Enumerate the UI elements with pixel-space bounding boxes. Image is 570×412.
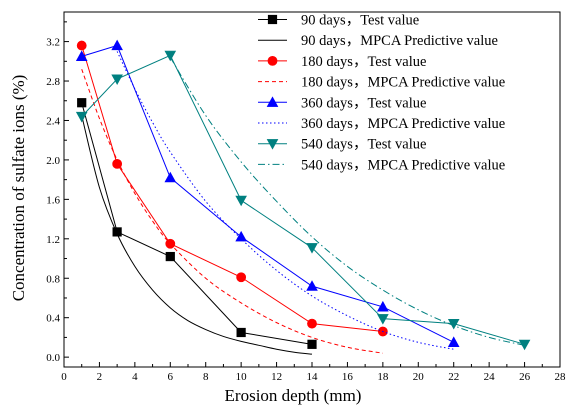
data-point [235,195,247,207]
legend-label: 360 days，Test value [301,95,426,111]
x-tick-label: 4 [132,371,138,383]
series-3 [81,69,383,354]
series-1 [81,115,313,355]
data-point [447,336,460,347]
legend-label: 180 days，Test value [301,54,426,70]
x-tick-label: 22 [448,371,459,383]
legend-label: 360 days，MPCA Predictive value [301,116,505,132]
legend-item: 540 days，Test value [258,137,426,153]
x-tick-label: 6 [168,371,174,383]
legend-marker [267,14,278,25]
series-7 [169,57,525,346]
legend-label: 180 days，MPCA Predictive value [301,75,505,91]
y-axis-ticks: 0.0 0.4 0.8 1.2 1.6 2.0 2.4 2.8 3.2 [46,21,69,364]
series-2 [76,40,388,337]
series-line [81,45,383,332]
legend: 90 days，Test value 90 days，MPCA Predictiv… [258,13,505,173]
series-5 [116,51,454,350]
data-point [111,74,123,85]
series-6 [75,50,531,351]
y-tick-label: 0.4 [46,313,60,325]
series-line [81,102,313,345]
legend-item: 90 days，Test value [258,13,419,29]
data-point [164,171,177,183]
data-point [307,318,317,329]
x-tick-label: 0 [61,371,67,383]
y-tick-label: 2.4 [46,115,60,127]
data-point [377,300,389,312]
x-tick-label: 18 [377,371,389,383]
data-point [236,272,247,283]
series-line [81,115,313,355]
x-tick-label: 8 [203,371,209,383]
legend-label: 90 days，MPCA Predictive value [301,33,498,49]
data-point [112,227,122,237]
series-line [116,51,454,350]
y-axis-title: Concentration of sulfate ions (%) [9,75,28,302]
x-tick-label: 14 [307,371,319,383]
x-tick-label: 28 [555,371,567,383]
data-point [236,327,246,338]
x-tick-label: 20 [413,371,425,383]
legend-item: 180 days，MPCA Predictive value [258,75,505,91]
data-point [112,158,123,169]
data-point [76,40,87,51]
y-tick-label: 1.2 [46,234,60,246]
data-point [306,280,318,291]
data-point [165,251,175,262]
x-tick-label: 16 [342,371,354,383]
legend-marker [266,96,279,107]
x-axis-title: Erosion depth (mm) [225,386,362,405]
legend-item: 360 days，Test value [258,95,426,111]
y-tick-label: 1.6 [46,194,60,206]
x-axis-ticks: 0 2 4 6 8 10 12 14 16 18 20 22 24 26 28 [61,362,566,383]
data-point [75,111,88,123]
x-tick-label: 24 [484,371,496,383]
x-tick-label: 26 [519,371,531,383]
legend-marker [267,56,278,66]
data-point [75,50,88,61]
series-line [81,54,525,345]
series-layer [75,39,531,355]
data-point [111,39,123,51]
data-point [77,98,87,108]
y-tick-label: 3.2 [46,37,60,49]
data-point [164,50,177,62]
legend-label: 540 days，MPCA Predictive value [301,157,505,173]
series-4 [75,39,460,347]
series-line [169,57,525,346]
legend-marker [266,139,279,150]
data-point [377,314,389,325]
y-tick-label: 0.8 [46,273,60,285]
legend-item: 180 days，Test value [258,54,426,70]
legend-label: 90 days，Test value [301,13,419,29]
y-tick-label: 0.0 [46,352,60,364]
legend-item: 360 days，MPCA Predictive value [258,116,505,132]
data-point [306,243,318,254]
series-0 [77,98,317,349]
x-tick-label: 2 [97,371,103,383]
y-tick-label: 2.8 [46,76,60,88]
data-point [307,339,317,349]
data-point [235,230,247,242]
y-tick-label: 2.0 [46,155,60,167]
legend-item: 540 days，MPCA Predictive value [258,157,505,173]
x-tick-label: 12 [271,371,282,383]
legend-item: 90 days，MPCA Predictive value [258,33,498,49]
legend-label: 540 days，Test value [301,137,426,153]
x-tick-label: 10 [236,371,248,383]
series-line [81,69,383,354]
